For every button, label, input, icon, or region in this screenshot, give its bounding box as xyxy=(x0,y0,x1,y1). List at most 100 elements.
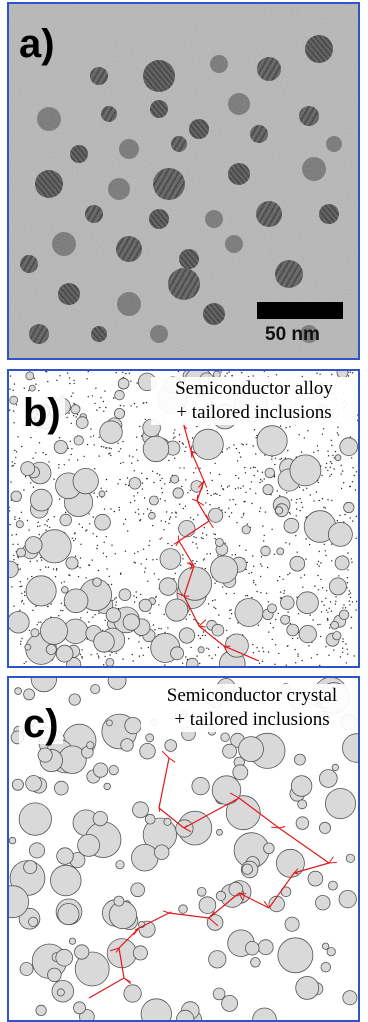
alloy-atom xyxy=(262,650,265,653)
alloy-atom xyxy=(255,453,257,455)
alloy-atom xyxy=(136,449,138,451)
inclusion xyxy=(260,545,271,557)
alloy-atom xyxy=(269,622,272,624)
alloy-atom xyxy=(85,577,87,579)
alloy-atom xyxy=(196,425,198,428)
alloy-atom xyxy=(70,453,72,456)
alloy-atom xyxy=(301,659,303,662)
phonon-path-segment xyxy=(168,911,172,914)
alloy-atom xyxy=(349,436,352,438)
alloy-atom xyxy=(171,512,173,514)
alloy-atom xyxy=(70,422,72,424)
alloy-atom xyxy=(130,405,132,407)
alloy-atom xyxy=(9,388,11,390)
alloy-atom xyxy=(234,554,237,556)
alloy-atom xyxy=(23,387,25,389)
alloy-atom xyxy=(334,450,337,453)
alloy-atom xyxy=(252,652,255,654)
alloy-atom xyxy=(244,466,246,469)
alloy-atom xyxy=(133,561,135,563)
inclusion xyxy=(131,843,159,872)
phonon-path-segment xyxy=(238,892,270,909)
alloy-atom xyxy=(347,569,349,571)
alloy-atom xyxy=(21,592,23,595)
alloy-atom xyxy=(17,557,19,559)
alloy-atom xyxy=(328,627,331,629)
inclusion xyxy=(132,945,148,961)
alloy-atom xyxy=(307,430,309,432)
inclusion xyxy=(327,521,353,547)
alloy-atom xyxy=(195,467,197,469)
alloy-atom xyxy=(349,596,352,599)
alloy-atom xyxy=(295,502,297,504)
alloy-atom xyxy=(267,601,269,603)
alloy-atom xyxy=(62,610,64,612)
alloy-atom xyxy=(242,444,244,446)
phonon-path-segment xyxy=(238,797,280,829)
alloy-atom xyxy=(287,574,289,576)
alloy-atom xyxy=(134,500,136,502)
alloy-atom xyxy=(86,611,89,613)
phonon-path-segment xyxy=(189,565,195,570)
alloy-atom xyxy=(110,447,112,450)
alloy-atom xyxy=(213,493,215,495)
alloy-atom xyxy=(35,605,37,608)
inclusion xyxy=(274,506,284,515)
alloy-atom xyxy=(36,560,38,562)
phonon-path-segment xyxy=(178,520,210,542)
alloy-atom xyxy=(105,490,108,492)
alloy-atom xyxy=(315,491,318,493)
inclusion xyxy=(275,848,305,878)
alloy-atom xyxy=(192,518,195,521)
alloy-atom xyxy=(58,437,61,439)
alloy-atom xyxy=(259,507,262,509)
alloy-atom xyxy=(138,641,140,643)
alloy-atom xyxy=(79,653,82,656)
alloy-atom xyxy=(263,540,265,542)
alloy-atom xyxy=(103,508,106,510)
inclusion xyxy=(30,678,57,693)
inclusion xyxy=(176,1009,195,1020)
alloy-atom xyxy=(131,653,133,656)
alloy-atom xyxy=(328,654,330,656)
alloy-atom xyxy=(142,548,145,550)
alloy-atom xyxy=(295,662,297,664)
inclusion xyxy=(276,547,285,556)
phonon-path-segment xyxy=(190,450,193,458)
inclusion xyxy=(145,733,155,743)
alloy-atom xyxy=(241,443,243,445)
alloy-atom xyxy=(104,390,106,392)
alloy-atom xyxy=(110,508,112,510)
phonon-path-segment xyxy=(183,797,240,829)
phonon-path-segment xyxy=(183,595,200,627)
alloy-atom xyxy=(308,543,311,546)
alloy-atom xyxy=(58,498,61,500)
alloy-atom xyxy=(332,454,334,457)
alloy-atom xyxy=(98,612,100,614)
alloy-atom xyxy=(260,478,262,481)
alloy-atom xyxy=(191,437,194,439)
alloy-atom xyxy=(152,559,154,561)
alloy-atom xyxy=(93,444,96,446)
alloy-atom xyxy=(161,492,163,494)
alloy-atom xyxy=(182,443,184,445)
alloy-atom xyxy=(279,591,282,593)
alloy-atom xyxy=(289,426,291,428)
alloy-atom xyxy=(357,414,358,416)
alloy-atom xyxy=(349,604,351,606)
alloy-atom xyxy=(349,371,351,373)
alloy-atom xyxy=(90,428,92,430)
inclusion xyxy=(290,775,313,797)
alloy-atom xyxy=(294,648,296,651)
alloy-atom xyxy=(261,660,264,662)
alloy-atom xyxy=(23,489,25,491)
alloy-atom xyxy=(325,646,327,648)
alloy-atom xyxy=(208,655,210,657)
inclusion xyxy=(211,623,225,637)
alloy-atom xyxy=(199,637,201,640)
inclusion xyxy=(50,864,82,897)
alloy-atom xyxy=(96,409,98,411)
phonon-path-segment xyxy=(115,947,120,953)
alloy-atom xyxy=(160,628,162,630)
alloy-atom xyxy=(184,505,187,507)
